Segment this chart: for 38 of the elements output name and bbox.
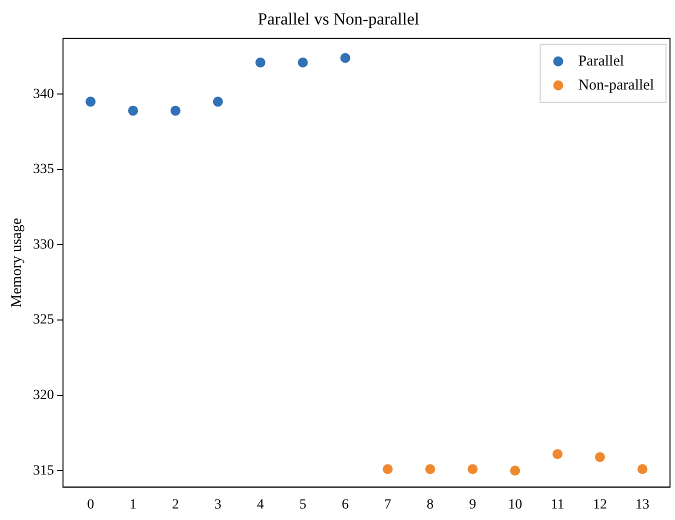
point [128, 106, 138, 116]
x-tick-label: 12 [592, 497, 607, 512]
point [255, 57, 266, 68]
y-tick-label: 330 [33, 237, 54, 252]
chart-title: Parallel vs Non-parallel [258, 10, 420, 29]
point [86, 96, 96, 107]
y-tick-label: 315 [33, 463, 54, 478]
x-tick-label: 10 [508, 497, 522, 512]
point [340, 52, 350, 63]
x-tick-label: 3 [214, 497, 222, 512]
point [212, 96, 223, 107]
point [468, 464, 478, 474]
x-tick-label: 1 [130, 497, 137, 512]
x-tick-label: 0 [87, 497, 94, 512]
y-tick-label: 320 [33, 388, 54, 404]
point [552, 449, 563, 460]
point [298, 57, 308, 68]
x-tick-label: 4 [256, 497, 264, 512]
x-tick-label: 5 [299, 497, 306, 512]
x-tick-label: 8 [426, 497, 434, 512]
x-tick-label: 13 [635, 497, 650, 512]
x-tick-label: 2 [172, 497, 179, 512]
y-axis-title: Memory usage [8, 218, 25, 308]
legend-label: Non-parallel [578, 77, 654, 94]
legend-label: Parallel [578, 53, 624, 70]
point [637, 464, 648, 474]
x-tick-label: 9 [469, 497, 476, 512]
y-tick-label: 325 [33, 312, 54, 328]
y-tick-label: 335 [33, 162, 54, 178]
point [170, 106, 180, 116]
y-tick-label: 340 [33, 86, 54, 102]
point [594, 452, 605, 462]
x-tick-label: 11 [550, 497, 564, 512]
point [425, 464, 436, 474]
point [382, 464, 393, 474]
x-tick-label: 6 [342, 497, 349, 512]
x-tick-label: 7 [384, 497, 392, 512]
point [510, 466, 520, 476]
